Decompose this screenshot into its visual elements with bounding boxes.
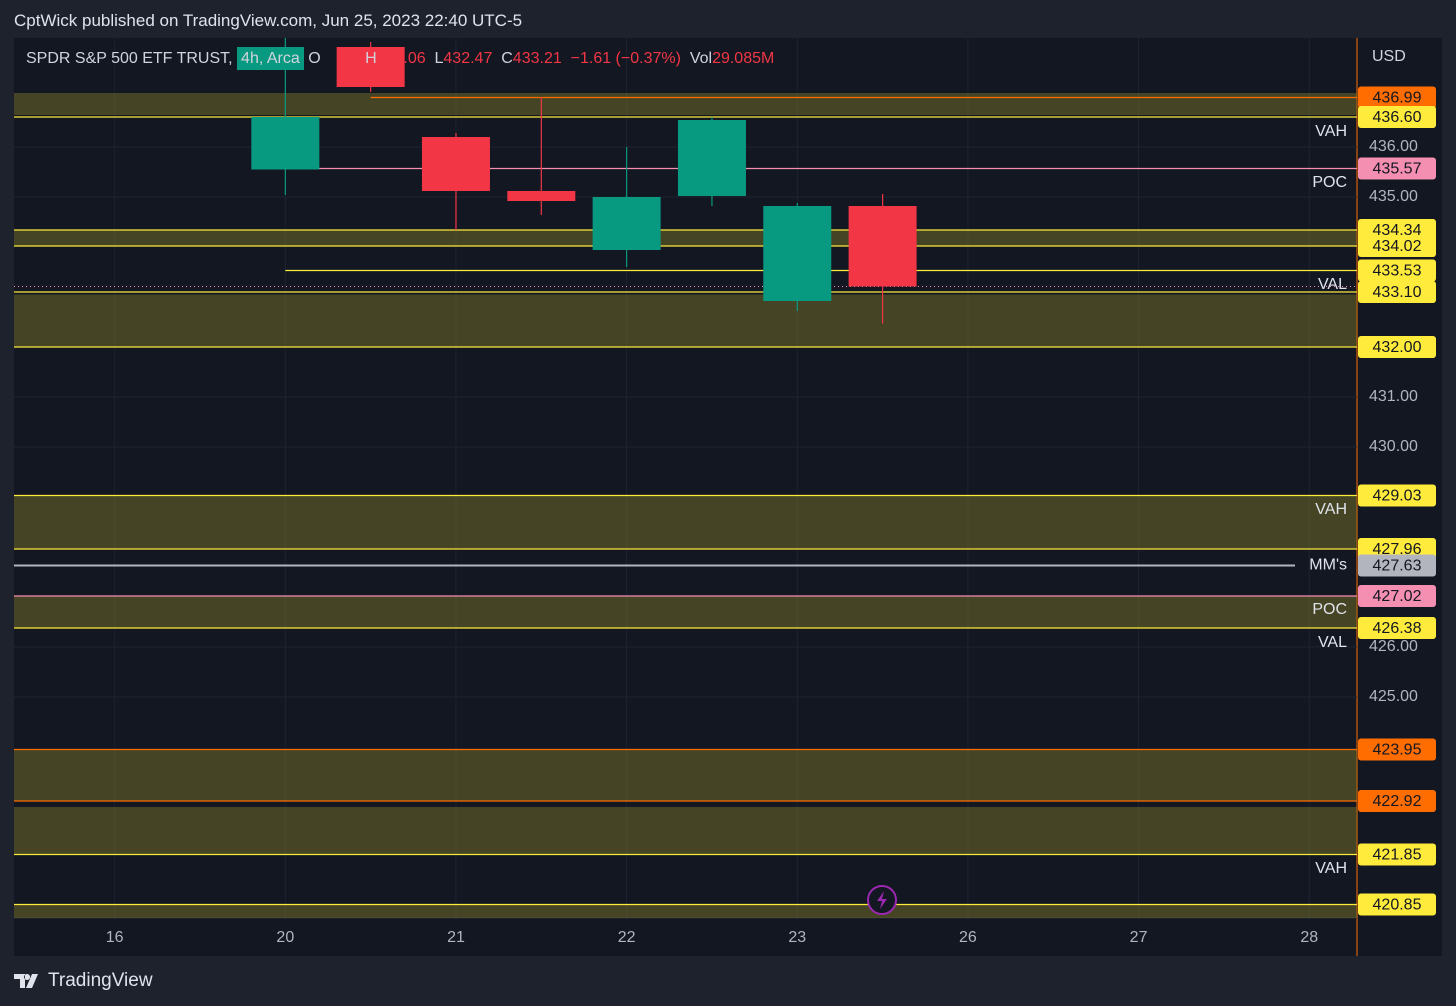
legend: SPDR S&P 500 ETF TRUST, 4h, Arca O H435.… [26,47,775,70]
currency: USD [1372,48,1406,65]
annotation: VAL [1318,276,1347,293]
y-tick-label: 430.00 [1369,438,1418,455]
annotation: MM's [1309,557,1347,574]
zone [14,230,1357,246]
zone [14,93,1357,115]
price-label: 436.99 [1373,90,1422,107]
price-label: 421.85 [1373,847,1422,864]
price-label: 426.38 [1373,620,1422,637]
candle-body [763,206,832,301]
o-key: O [308,50,321,67]
price-label: 427.63 [1373,558,1422,575]
c-value: 433.21 [512,50,562,67]
annotation: POC [1312,601,1347,618]
x-tick-label: 20 [276,929,294,946]
price-label: 427.02 [1373,588,1422,605]
price-label: 434.02 [1373,238,1422,255]
candle-body [336,47,405,87]
price-label-box [1358,281,1436,303]
price-label: 435.57 [1373,161,1422,178]
price-label: 422.92 [1373,793,1422,810]
c-key: C [501,50,513,67]
candle-body [592,197,661,250]
candle-body [251,117,320,170]
price-label-box [1358,585,1436,607]
zone [14,749,1357,801]
candle-body [677,120,746,196]
price-label-box [1358,843,1436,866]
change: −1.61 (−0.37%) [570,50,681,67]
annotation: VAH [1315,501,1347,518]
price-label: 433.10 [1373,284,1422,301]
zone [14,596,1357,628]
h-value: 435.06 [376,50,426,67]
price-label-box [1358,554,1436,577]
price-label: 436.60 [1373,109,1422,126]
zone [14,904,1357,918]
x-tick-label: 26 [959,929,977,946]
x-tick-label: 21 [447,929,465,946]
logo [14,974,38,988]
vol-key: Vol [689,50,713,67]
price-label-box [1358,790,1436,812]
candle-body [507,191,576,201]
annotation: POC [1312,174,1347,191]
price-label-box [1358,484,1436,507]
price-label-box [1358,893,1436,916]
footer-text: TradingView [48,970,153,991]
price-label: 423.95 [1373,742,1422,759]
annotation: VAH [1315,123,1347,140]
price-label: 420.85 [1373,897,1422,914]
zone [14,807,1357,855]
price-label-box [1358,336,1436,358]
interval: 4h, Arca [237,47,304,70]
symbol: SPDR S&P 500 ETF TRUST, [26,50,233,67]
y-tick-label: 431.00 [1369,388,1418,405]
zone [14,495,1357,549]
price-label: 434.34 [1373,222,1422,239]
y-tick-label: 426.00 [1369,638,1418,655]
footer: TradingView [14,970,153,992]
x-tick-label: 23 [788,929,806,946]
price-label-box [1358,157,1436,180]
l-value: 432.47 [443,50,493,67]
alert-icon-bolt [877,891,887,909]
price-label-box [1358,259,1436,282]
y-tick-label: 435.00 [1369,188,1418,205]
x-tick-label: 27 [1130,929,1148,946]
x-tick-label: 22 [618,929,636,946]
vol-value: 29.085M [712,50,775,67]
price-label: 429.03 [1373,488,1422,505]
candle-body [421,137,490,191]
y-tick-label: 436.00 [1369,138,1418,155]
publish-header: CptWick published on TradingView.com, Ju… [14,11,523,30]
price-label: 433.53 [1373,263,1422,280]
price-label: 432.00 [1373,339,1422,356]
y-tick-label: 425.00 [1369,688,1418,705]
price-label-box [1358,617,1436,639]
x-tick-label: 16 [106,929,124,946]
x-tick-label: 28 [1300,929,1318,946]
price-label: 427.96 [1373,541,1422,558]
candle-body [848,206,917,287]
annotation: VAH [1315,860,1347,877]
price-label-box [1358,235,1436,257]
price-label-box [1358,86,1436,109]
annotation: VAL [1318,634,1347,651]
price-label-box [1358,106,1436,128]
zone [14,294,1357,347]
price-label-box [1358,738,1436,761]
time-axis [14,918,1357,956]
h-key: H [365,50,377,67]
l-key: L [434,50,444,67]
